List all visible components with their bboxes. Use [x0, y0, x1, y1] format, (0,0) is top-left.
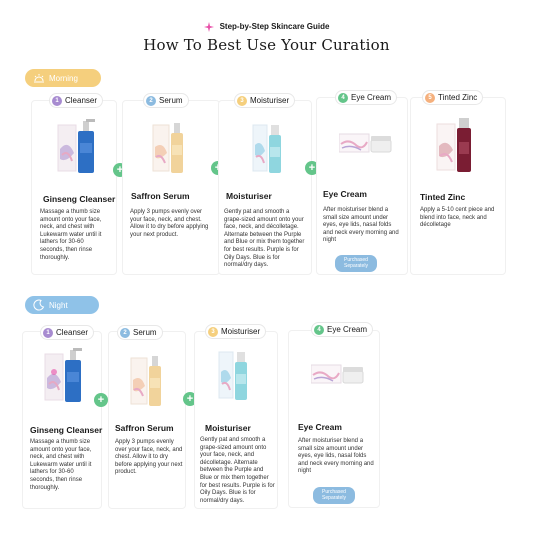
eye-cream-product-image	[338, 130, 393, 154]
morning-step-4-name: Eye Cream	[323, 189, 367, 199]
step-number-badge: 3	[208, 326, 218, 337]
morning-step-1-tag: 1 Cleanser	[49, 93, 104, 108]
morning-step-3-card	[218, 100, 312, 275]
morning-step-2-name: Saffron Serum	[131, 191, 190, 201]
serum-product-image	[127, 352, 171, 410]
morning-section-label: Morning	[25, 69, 101, 87]
night-step-4-desc: After moisturiser blend a small size amo…	[298, 438, 374, 475]
night-step-4-name: Eye Cream	[298, 422, 342, 432]
cleanser-product-image	[43, 348, 91, 408]
night-step-2-card	[108, 331, 186, 509]
step-tag-label: Eye Cream	[351, 93, 392, 102]
morning-step-2-desc: Apply 3 pumps evenly over your face, nec…	[130, 209, 209, 238]
eye-cream-product-image	[310, 361, 365, 385]
plus-icon: +	[183, 392, 197, 406]
morning-step-5-tag: 5 Tinted Zinc	[422, 90, 484, 105]
purchased-separately-badge: Purchased Separately	[313, 487, 355, 504]
night-step-2-name: Saffron Serum	[115, 423, 174, 433]
step-tag-label: Serum	[159, 96, 183, 105]
step-number-badge: 1	[43, 327, 53, 338]
step-tag-label: Moisturiser	[221, 327, 261, 336]
morning-step-5-card	[410, 97, 506, 275]
sunrise-icon	[34, 74, 44, 83]
morning-step-4-desc: After moisturiser blend a small size amo…	[323, 207, 399, 244]
page-title: How To Best Use Your Curation	[143, 36, 390, 54]
serum-product-image	[149, 119, 193, 177]
step-number-badge: 4	[338, 92, 348, 103]
purchased-separately-badge: Purchased Separately	[335, 255, 377, 272]
morning-step-5-name: Tinted Zinc	[420, 192, 466, 202]
night-label-text: Night	[49, 300, 68, 310]
guide-subtitle: Step-by-Step Skincare Guide	[0, 22, 533, 32]
night-step-1-tag: 1 Cleanser	[40, 325, 95, 340]
moon-icon	[33, 299, 45, 311]
morning-label-text: Morning	[49, 73, 78, 83]
cleanser-product-image	[56, 119, 104, 179]
step-tag-label: Eye Cream	[327, 325, 368, 334]
step-tag-label: Tinted Zinc	[438, 93, 478, 102]
morning-step-5-desc: Apply a 5-10 cent piece and blend into f…	[420, 207, 495, 229]
sparkle-icon	[203, 22, 214, 32]
step-tag-label: Cleanser	[56, 328, 89, 337]
night-step-3-card	[194, 331, 278, 509]
step-number-badge: 2	[146, 95, 156, 106]
night-step-2-tag: 2 Serum	[117, 325, 163, 340]
step-number-badge: 2	[120, 327, 130, 338]
morning-step-3-tag: 3 Moisturiser	[234, 93, 296, 108]
step-number-badge: 1	[52, 95, 62, 106]
step-tag-label: Serum	[133, 328, 157, 337]
night-step-3-desc: Gently pat and smooth a grape-sized amou…	[200, 437, 275, 504]
night-step-1-name: Ginseng Cleanser	[30, 425, 103, 435]
morning-step-3-name: Moisturiser	[226, 191, 272, 201]
morning-step-4-tag: 4 Eye Cream	[335, 90, 398, 105]
moisturiser-product-image	[251, 119, 291, 177]
tinted-zinc-product-image	[435, 116, 479, 176]
step-number-badge: 5	[425, 92, 435, 103]
night-step-1-desc: Massage a thumb size amount onto your fa…	[30, 439, 92, 491]
moisturiser-product-image	[217, 346, 257, 404]
night-step-3-name: Moisturiser	[205, 423, 251, 433]
morning-step-2-card	[122, 100, 220, 275]
step-tag-label: Moisturiser	[250, 96, 290, 105]
step-number-badge: 3	[237, 95, 247, 106]
night-step-3-tag: 3 Moisturiser	[205, 324, 267, 339]
plus-icon: +	[94, 393, 108, 407]
morning-step-2-tag: 2 Serum	[143, 93, 189, 108]
morning-step-4-card	[316, 97, 408, 275]
morning-step-3-desc: Gently pat and smooth a grape-sized amou…	[224, 209, 305, 269]
morning-step-1-desc: Massage a thumb size amount onto your fa…	[40, 209, 102, 261]
subtitle-text: Step-by-Step Skincare Guide	[219, 22, 330, 32]
step-tag-label: Cleanser	[65, 96, 98, 105]
night-step-4-card	[288, 330, 380, 508]
morning-step-1-name: Ginseng Cleanser	[43, 194, 116, 204]
night-step-1-card	[22, 331, 102, 509]
night-step-4-tag: 4 Eye Cream	[311, 322, 374, 337]
plus-icon: +	[305, 161, 319, 175]
step-number-badge: 4	[314, 324, 324, 335]
night-step-2-desc: Apply 3 pumps evenly over your face, nec…	[115, 439, 183, 476]
night-section-label: Night	[25, 296, 99, 314]
